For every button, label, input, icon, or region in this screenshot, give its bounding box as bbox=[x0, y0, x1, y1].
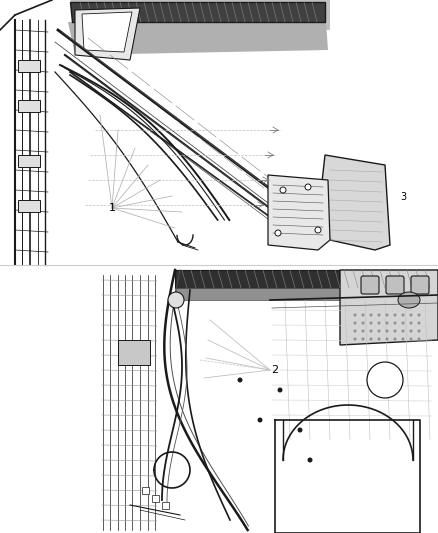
Circle shape bbox=[305, 184, 311, 190]
Circle shape bbox=[410, 329, 413, 333]
Circle shape bbox=[378, 337, 381, 341]
Circle shape bbox=[258, 417, 262, 423]
Circle shape bbox=[402, 321, 405, 325]
Circle shape bbox=[370, 329, 372, 333]
Text: 2: 2 bbox=[272, 365, 279, 375]
Circle shape bbox=[410, 321, 413, 325]
Polygon shape bbox=[340, 270, 438, 345]
Circle shape bbox=[278, 387, 283, 392]
Polygon shape bbox=[0, 0, 52, 265]
Circle shape bbox=[417, 329, 420, 333]
Polygon shape bbox=[70, 0, 330, 35]
Circle shape bbox=[402, 337, 405, 341]
Circle shape bbox=[361, 313, 364, 317]
Polygon shape bbox=[320, 155, 390, 250]
Bar bbox=[162, 502, 169, 509]
Circle shape bbox=[361, 337, 364, 341]
Polygon shape bbox=[70, 2, 325, 22]
Circle shape bbox=[402, 313, 405, 317]
Circle shape bbox=[393, 313, 396, 317]
FancyBboxPatch shape bbox=[411, 276, 429, 294]
Circle shape bbox=[353, 337, 357, 341]
Polygon shape bbox=[268, 175, 330, 250]
Text: 3: 3 bbox=[400, 192, 406, 202]
Polygon shape bbox=[270, 295, 438, 533]
Circle shape bbox=[385, 321, 389, 325]
Circle shape bbox=[393, 321, 396, 325]
Circle shape bbox=[315, 227, 321, 233]
Bar bbox=[175, 270, 438, 288]
Ellipse shape bbox=[398, 292, 420, 308]
Polygon shape bbox=[82, 12, 132, 52]
Circle shape bbox=[168, 292, 184, 308]
Circle shape bbox=[367, 362, 403, 398]
Circle shape bbox=[393, 329, 396, 333]
Circle shape bbox=[275, 230, 281, 236]
Circle shape bbox=[402, 329, 405, 333]
Polygon shape bbox=[75, 8, 140, 60]
Circle shape bbox=[417, 337, 420, 341]
Circle shape bbox=[353, 321, 357, 325]
Circle shape bbox=[385, 329, 389, 333]
Circle shape bbox=[353, 313, 357, 317]
Circle shape bbox=[237, 377, 243, 383]
Bar bbox=[100, 270, 438, 533]
Bar bbox=[18, 100, 40, 112]
Circle shape bbox=[378, 313, 381, 317]
Bar bbox=[18, 155, 40, 167]
Circle shape bbox=[378, 329, 381, 333]
Bar bbox=[152, 495, 159, 502]
Circle shape bbox=[393, 337, 396, 341]
Circle shape bbox=[361, 329, 364, 333]
Bar bbox=[175, 288, 435, 300]
Circle shape bbox=[307, 457, 312, 463]
Circle shape bbox=[378, 321, 381, 325]
Polygon shape bbox=[68, 22, 328, 55]
Circle shape bbox=[385, 337, 389, 341]
Circle shape bbox=[370, 313, 372, 317]
Polygon shape bbox=[100, 270, 162, 533]
Circle shape bbox=[280, 187, 286, 193]
Circle shape bbox=[370, 321, 372, 325]
Bar bbox=[0, 270, 100, 533]
Bar bbox=[118, 340, 150, 365]
Circle shape bbox=[385, 313, 389, 317]
Circle shape bbox=[410, 313, 413, 317]
FancyBboxPatch shape bbox=[386, 276, 404, 294]
Circle shape bbox=[361, 321, 364, 325]
Circle shape bbox=[417, 313, 420, 317]
Bar bbox=[18, 60, 40, 72]
FancyBboxPatch shape bbox=[361, 276, 379, 294]
Circle shape bbox=[370, 337, 372, 341]
Circle shape bbox=[410, 337, 413, 341]
Bar bbox=[18, 200, 40, 212]
Circle shape bbox=[353, 329, 357, 333]
Bar bbox=[142, 487, 149, 494]
Circle shape bbox=[417, 321, 420, 325]
Text: 1: 1 bbox=[109, 203, 116, 213]
Circle shape bbox=[297, 427, 303, 432]
